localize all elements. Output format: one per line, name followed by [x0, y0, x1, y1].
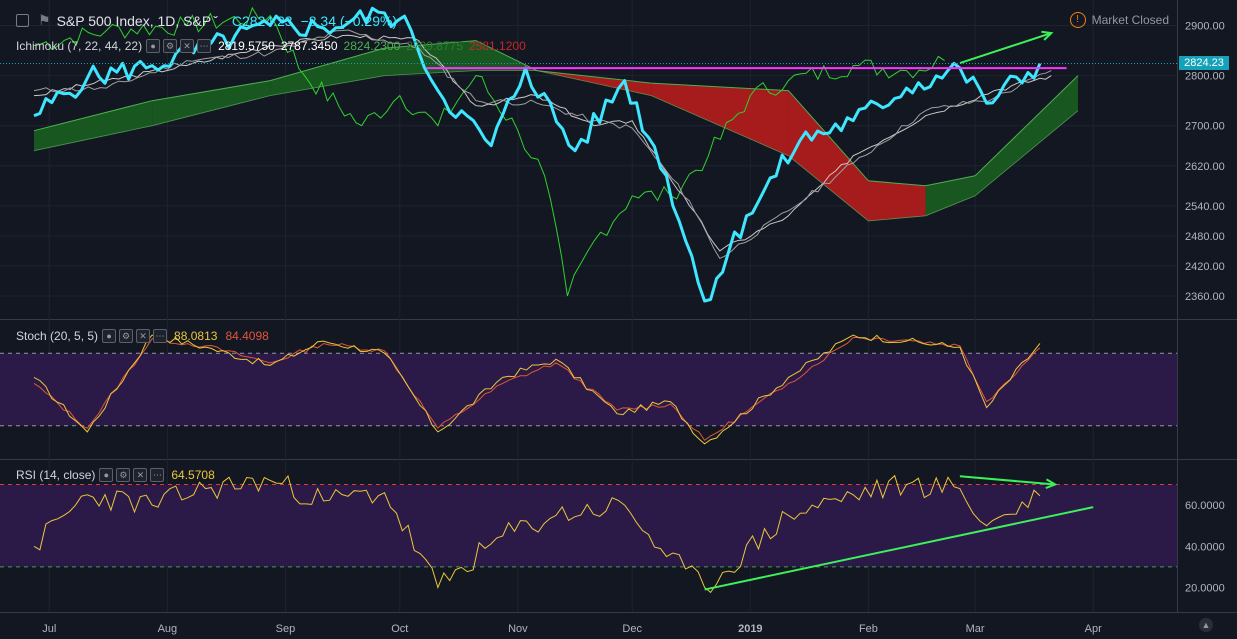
chikou-span [33, 6, 945, 297]
cloud-bull-segment [975, 75, 1078, 196]
rsi-axis-label: 20.0000 [1185, 583, 1225, 595]
ichimoku-value-5: 2581.1200 [469, 39, 526, 53]
price-axis-label: 2420.00 [1185, 261, 1225, 273]
ichimoku-value-2: 2787.3450 [280, 39, 338, 53]
settings-icon[interactable]: ⚙ [119, 329, 134, 343]
rsi-axis-label: 40.0000 [1185, 541, 1225, 553]
rsi-axis-label: 60.0000 [1185, 500, 1225, 512]
cloud-bull-segment [152, 80, 271, 126]
stoch-legend: Stoch (20, 5, 5) ● ⚙ ✕ ⋯ 88.0813 84.4098 [16, 329, 269, 343]
price-axis-label: 2480.00 [1185, 231, 1225, 243]
flag-icon: ⚑ [38, 12, 51, 28]
time-axis-label: Oct [391, 623, 408, 635]
more-icon[interactable]: ⋯ [153, 329, 168, 343]
remove-icon[interactable]: ✕ [133, 468, 148, 482]
more-icon[interactable]: ⋯ [197, 39, 212, 53]
time-axis-label: Aug [158, 623, 178, 635]
ichimoku-value-1: 2819.5750 [218, 39, 275, 53]
market-status: ! Market Closed [1069, 12, 1169, 28]
eye-icon[interactable]: ● [102, 329, 117, 343]
cloud-bull-segment [34, 100, 153, 151]
chevron-down-icon[interactable]: ˇ [213, 12, 218, 29]
time-axis-label: Dec [622, 623, 642, 635]
stoch-k-line [33, 334, 1041, 445]
remove-icon[interactable]: ✕ [136, 329, 151, 343]
stoch-d-value: 84.4098 [225, 329, 269, 343]
time-axis-label: Sep [276, 623, 296, 635]
close-price: C2824.23 [231, 12, 293, 29]
stoch-label[interactable]: Stoch (20, 5, 5) [16, 329, 99, 343]
cloud-bear-segment [868, 180, 926, 221]
time-axis-label: Mar [966, 623, 985, 635]
price-axis-label: 2540.00 [1185, 201, 1225, 213]
senkou-span-b [33, 70, 1079, 222]
price-axis-label: 2360.00 [1185, 291, 1225, 303]
rsi-trendline [704, 506, 1094, 591]
collapse-toggle[interactable] [16, 14, 29, 27]
eye-icon[interactable]: ● [99, 468, 114, 482]
rsi-divergence-arrow-head [1045, 478, 1058, 489]
time-axis-label: Apr [1085, 623, 1102, 635]
price-axis-label: 2800.00 [1185, 71, 1225, 83]
remove-icon[interactable]: ✕ [180, 39, 195, 53]
rsi-legend: RSI (14, close) ● ⚙ ✕ ⋯ 64.5708 [16, 468, 215, 482]
price-badge: 2824.23 [1179, 56, 1229, 71]
rsi-label[interactable]: RSI (14, close) [16, 468, 96, 482]
ichimoku-label[interactable]: Ichimoku (7, 22, 44, 22) [16, 39, 143, 53]
market-status-text: Market Closed [1091, 13, 1169, 27]
cloud-bear-segment [788, 90, 869, 221]
symbol-title[interactable]: S&P 500 Index, 1D, S&P [56, 12, 212, 29]
senkou-span-a [33, 40, 1079, 187]
ichimoku-legend: Ichimoku (7, 22, 44, 22) ● ⚙ ✕ ⋯ 2819.57… [16, 39, 526, 53]
kijun-sen [33, 34, 1052, 252]
price-axis-label: 2900.00 [1185, 21, 1225, 33]
eye-icon[interactable]: ● [146, 39, 161, 53]
cloud-bull-segment [270, 48, 385, 96]
cloud-bull-segment [925, 175, 976, 216]
time-axis-label: Jul [42, 623, 56, 635]
price-axis-label: 2700.00 [1185, 121, 1225, 133]
time-axis-label: Feb [859, 623, 878, 635]
settings-icon[interactable]: ⚙ [116, 468, 131, 482]
stoch-k-value: 88.0813 [174, 329, 218, 343]
rsi-band [0, 484, 1177, 567]
price-axis-label: 2620.00 [1185, 161, 1225, 173]
ichimoku-value-3: 2824.2300 [343, 39, 401, 53]
tenkan-sen [33, 29, 1052, 260]
trend-arrow-main [959, 32, 1052, 65]
rsi-divergence-arrow [959, 475, 1056, 486]
rsi-line [33, 474, 1041, 594]
time-axis-label: Nov [508, 623, 528, 635]
symbol-header: ⚑ S&P 500 Index, 1D, S&P ˇ C2824.23 −8.3… [38, 12, 397, 29]
ichimoku-value-4: 2709.8775 [406, 39, 464, 53]
scroll-to-end-button[interactable]: ▲ [1199, 618, 1213, 632]
settings-icon[interactable]: ⚙ [163, 39, 178, 53]
warning-icon: ! [1069, 12, 1086, 28]
cloud-bear-segment [651, 83, 789, 156]
trend-arrow-main-head [1041, 30, 1054, 41]
price-change: −8.34 (−0.29%) [300, 12, 398, 29]
rsi-value: 64.5708 [171, 468, 215, 482]
more-icon[interactable]: ⋯ [150, 468, 165, 482]
time-axis-label: 2019 [738, 623, 762, 635]
